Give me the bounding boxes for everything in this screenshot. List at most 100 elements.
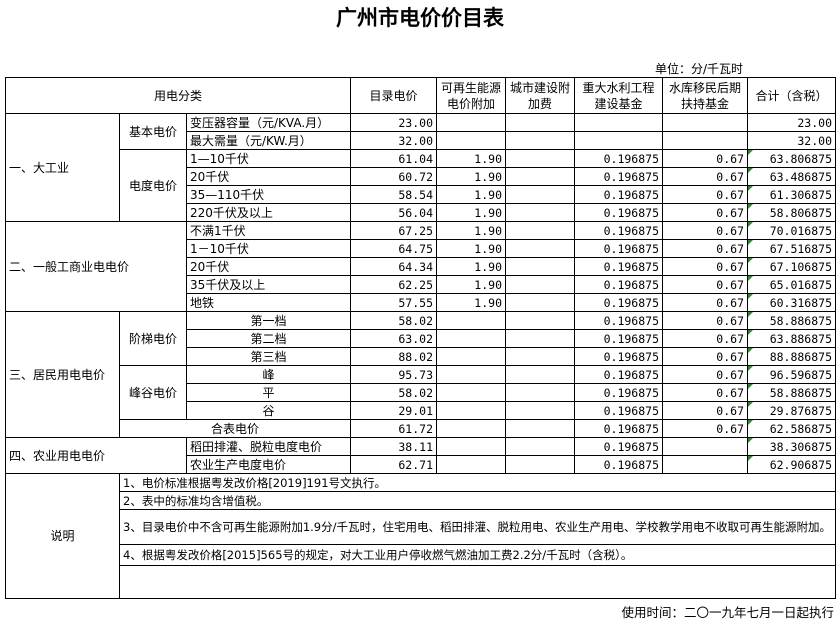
header-row: 用电分类 目录电价 可再生能源电价附加 城市建设附加费 重大水利工程建设基金 水库移民后期… <box>5 77 836 114</box>
total-price: 70.016875 <box>747 221 836 240</box>
renewable-surcharge: 1.90 <box>436 221 506 240</box>
water-fund: 0.196875 <box>574 275 663 294</box>
header-renewable: 可再生能源电价附加 <box>436 77 506 114</box>
table-row: 电度电价 1—10千伏 61.04 1.90 0.196875 0.67 63.806875 <box>6 149 836 222</box>
water-fund: 0.196875 <box>574 311 663 330</box>
catalog-price: 62.71 <box>350 455 437 474</box>
water-fund: 0.196875 <box>574 293 663 312</box>
table-row: 平 58.02 0.196875 0.67 58.886875 <box>6 383 836 402</box>
total-price: 58.886875 <box>747 383 836 402</box>
header-catalog-price: 目录电价 <box>350 77 437 114</box>
table-row: 20千伏 60.72 1.90 0.196875 0.67 63.486875 <box>6 167 836 186</box>
total-price: 61.306875 <box>747 185 836 204</box>
item-label: 20千伏 <box>186 257 351 276</box>
unit-label: 单位：分/千瓦时 <box>655 62 744 76</box>
note-row: 4、根据粤发改价格[2015]565号的规定，对大工业用户停收燃气燃油加工费2.… <box>6 544 836 566</box>
item-label: 第一档 <box>186 311 351 330</box>
resettlement-fund <box>662 437 748 456</box>
total-price: 67.106875 <box>747 257 836 276</box>
water-fund: 0.196875 <box>574 167 663 186</box>
catalog-price: 63.02 <box>350 329 437 348</box>
item-label: 地铁 <box>186 293 351 312</box>
catalog-price: 38.11 <box>350 437 437 456</box>
city-surcharge <box>505 383 575 402</box>
header-category: 用电分类 <box>5 77 351 114</box>
resettlement-fund: 0.67 <box>662 167 748 186</box>
note-row: 说明 1、电价标准根据粤发改价格[2019]191号文执行。 <box>5 473 836 599</box>
catalog-price: 32.00 <box>350 131 437 150</box>
resettlement-fund <box>662 113 748 132</box>
total-price: 38.306875 <box>747 437 836 456</box>
catalog-price: 64.34 <box>350 257 437 276</box>
water-fund: 0.196875 <box>574 365 663 384</box>
note-row: 3、目录电价中不含可再生能源附加1.9分/千瓦时，住宅用电、稻田排灌、脱粒用电、… <box>6 509 836 545</box>
resettlement-fund: 0.67 <box>662 149 748 168</box>
item-label: 35—110千伏 <box>186 185 351 204</box>
resettlement-fund: 0.67 <box>662 203 748 222</box>
item-label: 变压器容量（元/KVA.月） <box>186 113 351 132</box>
item-label: 合表电价 <box>119 419 351 438</box>
city-surcharge <box>505 185 575 204</box>
notes-label: 说明 <box>5 473 120 599</box>
item-label: 平 <box>186 383 351 402</box>
water-fund: 0.196875 <box>574 239 663 258</box>
total-price: 63.486875 <box>747 167 836 186</box>
renewable-surcharge <box>436 113 506 132</box>
table-row: 谷 29.01 0.196875 0.67 29.876875 <box>6 401 836 420</box>
renewable-surcharge <box>436 401 506 420</box>
city-surcharge <box>505 419 575 438</box>
header-total: 合计（含税） <box>747 77 836 114</box>
resettlement-fund: 0.67 <box>662 221 748 240</box>
page-title: 广州市电价价目表 <box>336 5 504 30</box>
table-row: 峰谷电价峰 95.73 0.196875 0.67 96.596875 <box>6 365 836 420</box>
catalog-price: 29.01 <box>350 401 437 420</box>
city-surcharge <box>505 131 575 150</box>
note-text: 4、根据粤发改价格[2015]565号的规定，对大工业用户停收燃气燃油加工费2.… <box>119 544 836 566</box>
city-surcharge <box>505 311 575 330</box>
note-text <box>119 565 836 599</box>
resettlement-fund: 0.67 <box>662 275 748 294</box>
total-price: 65.016875 <box>747 275 836 294</box>
city-surcharge <box>505 401 575 420</box>
city-surcharge <box>505 221 575 240</box>
catalog-price: 62.25 <box>350 275 437 294</box>
water-fund: 0.196875 <box>574 221 663 240</box>
renewable-surcharge <box>436 311 506 330</box>
catalog-price: 61.04 <box>350 149 437 168</box>
city-surcharge <box>505 239 575 258</box>
subcategory-tiered: 阶梯电价 <box>119 311 187 366</box>
catalog-price: 61.72 <box>350 419 437 438</box>
total-price: 96.596875 <box>747 365 836 384</box>
water-fund: 0.196875 <box>574 383 663 402</box>
item-label: 谷 <box>186 401 351 420</box>
total-price: 32.00 <box>747 131 836 150</box>
city-surcharge <box>505 257 575 276</box>
subcategory-basic-price: 基本电价 <box>119 113 187 150</box>
note-row: 2、表中的标准均含增值税。 <box>6 491 836 510</box>
city-surcharge <box>505 455 575 474</box>
category-agriculture: 四、农业用电电价 <box>5 437 187 474</box>
city-surcharge <box>505 113 575 132</box>
resettlement-fund: 0.67 <box>662 257 748 276</box>
total-price: 63.886875 <box>747 329 836 348</box>
table-row: 农业生产电度电价 62.71 0.196875 62.906875 <box>6 455 836 474</box>
catalog-price: 95.73 <box>350 365 437 384</box>
effective-date: 使用时间：二〇一九年七月一日起执行 <box>621 605 834 620</box>
item-label: 20千伏 <box>186 167 351 186</box>
water-fund: 0.196875 <box>574 185 663 204</box>
table-row: 220千伏及以上 56.04 1.90 0.196875 0.67 58.806875 <box>6 203 836 222</box>
category-general-commercial: 二、一般工商业电电价 <box>5 221 187 312</box>
item-label: 第二档 <box>186 329 351 348</box>
item-label: 35千伏及以上 <box>186 275 351 294</box>
water-fund: 0.196875 <box>574 203 663 222</box>
category-large-industry: 一、大工业 <box>5 113 120 222</box>
note-text: 1、电价标准根据粤发改价格[2019]191号文执行。 <box>119 473 836 492</box>
city-surcharge <box>505 275 575 294</box>
renewable-surcharge: 1.90 <box>436 185 506 204</box>
resettlement-fund <box>662 131 748 150</box>
item-label: 第三档 <box>186 347 351 366</box>
item-label: 1－10千伏 <box>186 239 351 258</box>
catalog-price: 88.02 <box>350 347 437 366</box>
table-row: 三、居民用电电价 阶梯电价 第一档 58.02 0.196875 0.67 58.88687… <box>5 311 836 438</box>
table-row: 最大需量（元/KW.月） 32.00 32.00 <box>6 131 836 150</box>
